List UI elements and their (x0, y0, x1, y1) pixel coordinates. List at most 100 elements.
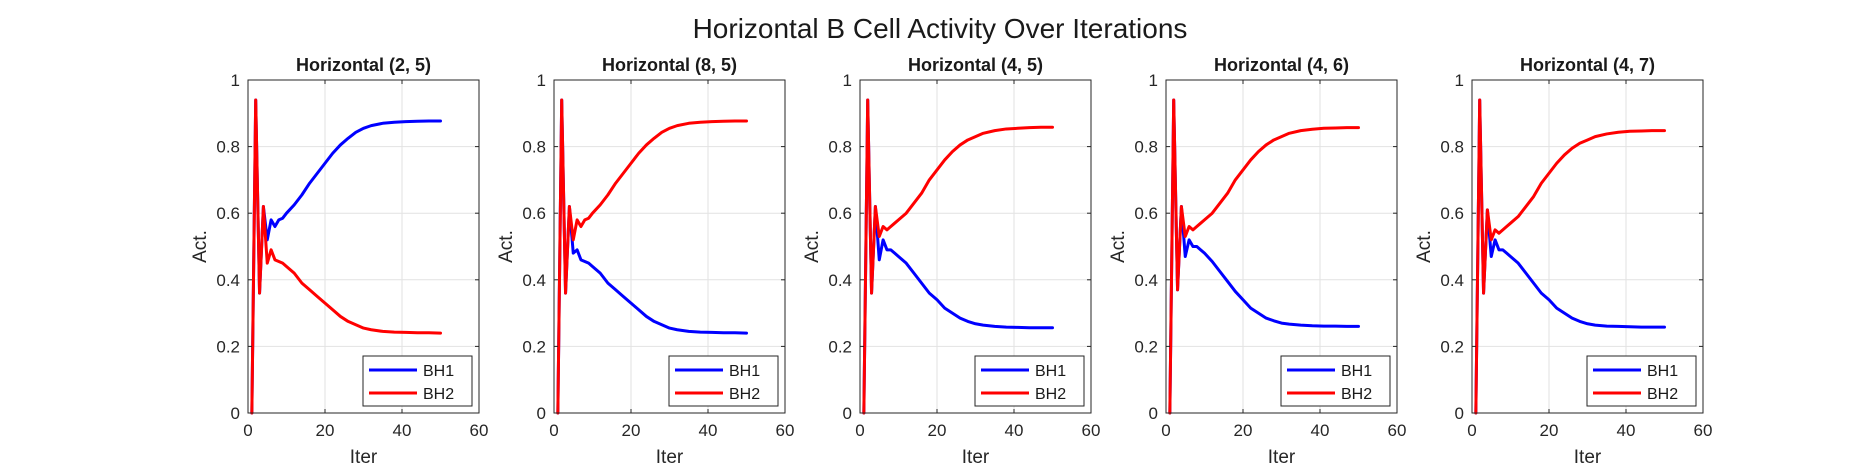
y-axis-label: Act. (1108, 230, 1129, 263)
y-tick-label: 0.6 (1134, 204, 1158, 223)
subplot-title: Horizontal (4, 7) (1520, 55, 1655, 75)
legend-box (1280, 355, 1391, 407)
panels: 0 20 40 60 0 0.2 0.4 0.6 0.8 1 Horizontal (2, 5) It… (190, 55, 1712, 468)
y-axis-label: Act. (496, 230, 517, 263)
legend-label-bh2: BH2 (729, 386, 760, 403)
axes-box (553, 79, 786, 414)
x-tick-label: 60 (776, 421, 795, 440)
x-tick-label: 0 (1467, 421, 1476, 440)
subplot-3: 0 20 40 60 0 0.2 0.4 0.6 0.8 1 Horizontal (4, 5) It… (802, 55, 1100, 468)
x-tick-label: 40 (393, 421, 412, 440)
y-tick-label: 1 (231, 71, 240, 90)
x-axis-label: Iter (1574, 447, 1602, 468)
y-tick-label: 0.8 (828, 138, 852, 157)
x-tick-label: 20 (622, 421, 641, 440)
axes-box (1471, 79, 1704, 414)
legend-label-bh1: BH1 (423, 363, 454, 380)
x-tick-label: 20 (928, 421, 947, 440)
figure-title: Horizontal B Cell Activity Over Iteratio… (693, 13, 1188, 44)
legend-label-bh2: BH2 (423, 386, 454, 403)
x-tick-label: 0 (243, 421, 252, 440)
subplot-2: 0 20 40 60 0 0.2 0.4 0.6 0.8 1 Horizontal (8, 5) It… (496, 55, 794, 468)
subplot-title: Horizontal (2, 5) (296, 55, 431, 75)
series-line-bh1 (556, 98, 748, 415)
x-tick-label: 40 (1617, 421, 1636, 440)
y-tick-label: 0 (231, 404, 240, 423)
y-tick-label: 0.6 (1440, 204, 1464, 223)
y-tick-label: 0.8 (1440, 138, 1464, 157)
series-line-bh1 (862, 98, 1054, 415)
series-line-bh1 (1168, 98, 1360, 415)
y-tick-label: 0.2 (828, 337, 852, 356)
series-line-bh2 (1474, 98, 1666, 415)
subplot-title: Horizontal (4, 5) (908, 55, 1043, 75)
subplot-4: 0 20 40 60 0 0.2 0.4 0.6 0.8 1 Horizontal (4, 6) It… (1108, 55, 1406, 468)
series-line-bh2 (1168, 98, 1360, 415)
series-line-bh1 (250, 98, 442, 415)
y-tick-label: 0 (1149, 404, 1158, 423)
x-tick-label: 20 (316, 421, 335, 440)
x-tick-label: 60 (1082, 421, 1101, 440)
subplot-title: Horizontal (4, 6) (1214, 55, 1349, 75)
x-axis-label: Iter (1268, 447, 1296, 468)
legend-label-bh2: BH2 (1035, 386, 1066, 403)
axes-box (1165, 79, 1398, 414)
y-axis-label: Act. (1414, 230, 1435, 263)
y-tick-label: 0.4 (1134, 271, 1158, 290)
y-tick-label: 0.2 (522, 337, 546, 356)
y-tick-label: 0.6 (828, 204, 852, 223)
x-tick-label: 40 (1311, 421, 1330, 440)
subplot-1: 0 20 40 60 0 0.2 0.4 0.6 0.8 1 Horizontal (2, 5) It… (190, 55, 488, 468)
legend-label-bh1: BH1 (729, 363, 760, 380)
y-tick-label: 0.2 (1134, 337, 1158, 356)
x-tick-label: 40 (699, 421, 718, 440)
y-tick-label: 0 (537, 404, 546, 423)
x-tick-label: 0 (549, 421, 558, 440)
y-tick-label: 0 (843, 404, 852, 423)
y-tick-label: 0.8 (522, 138, 546, 157)
x-tick-label: 0 (1161, 421, 1170, 440)
y-tick-label: 0 (1455, 404, 1464, 423)
y-tick-label: 0.6 (522, 204, 546, 223)
y-tick-label: 0.4 (522, 271, 546, 290)
x-tick-label: 60 (1388, 421, 1407, 440)
x-tick-label: 40 (1005, 421, 1024, 440)
y-tick-label: 1 (843, 71, 852, 90)
x-tick-label: 0 (855, 421, 864, 440)
subplot-5: 0 20 40 60 0 0.2 0.4 0.6 0.8 1 Horizontal (4, 7) It… (1414, 55, 1712, 468)
y-tick-label: 1 (1455, 71, 1464, 90)
x-axis-label: Iter (656, 447, 684, 468)
axes-box (859, 79, 1092, 414)
legend-box (974, 355, 1085, 407)
y-tick-label: 0.4 (216, 271, 240, 290)
y-tick-label: 0.4 (1440, 271, 1464, 290)
x-axis-label: Iter (350, 447, 378, 468)
x-tick-label: 60 (470, 421, 489, 440)
y-tick-label: 0.6 (216, 204, 240, 223)
series-line-bh1 (1474, 98, 1666, 415)
series-line-bh2 (250, 98, 442, 415)
y-tick-label: 1 (1149, 71, 1158, 90)
y-tick-label: 0.8 (1134, 138, 1158, 157)
x-tick-label: 20 (1234, 421, 1253, 440)
axes-box (247, 79, 480, 414)
series-line-bh2 (556, 98, 748, 415)
y-axis-label: Act. (190, 230, 211, 263)
series-line-bh2 (862, 98, 1054, 415)
y-tick-label: 0.4 (828, 271, 852, 290)
legend-box (1586, 355, 1697, 407)
legend-box (668, 355, 779, 407)
y-tick-label: 0.2 (216, 337, 240, 356)
legend-box (362, 355, 473, 407)
x-tick-label: 60 (1694, 421, 1713, 440)
legend-label-bh2: BH2 (1647, 386, 1678, 403)
y-axis-label: Act. (802, 230, 823, 263)
y-tick-label: 0.8 (216, 138, 240, 157)
legend-label-bh2: BH2 (1341, 386, 1372, 403)
